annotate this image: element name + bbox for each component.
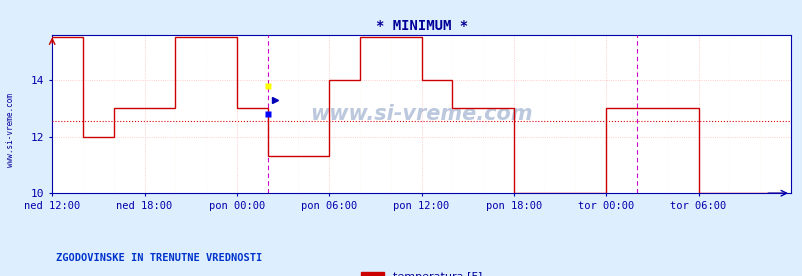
Legend: temperatura [F]: temperatura [F]	[357, 267, 485, 276]
Text: www.si-vreme.com: www.si-vreme.com	[310, 104, 533, 124]
Text: ZGODOVINSKE IN TRENUTNE VREDNOSTI: ZGODOVINSKE IN TRENUTNE VREDNOSTI	[56, 253, 262, 263]
Title: * MINIMUM *: * MINIMUM *	[375, 19, 467, 33]
Text: www.si-vreme.com: www.si-vreme.com	[6, 93, 15, 167]
